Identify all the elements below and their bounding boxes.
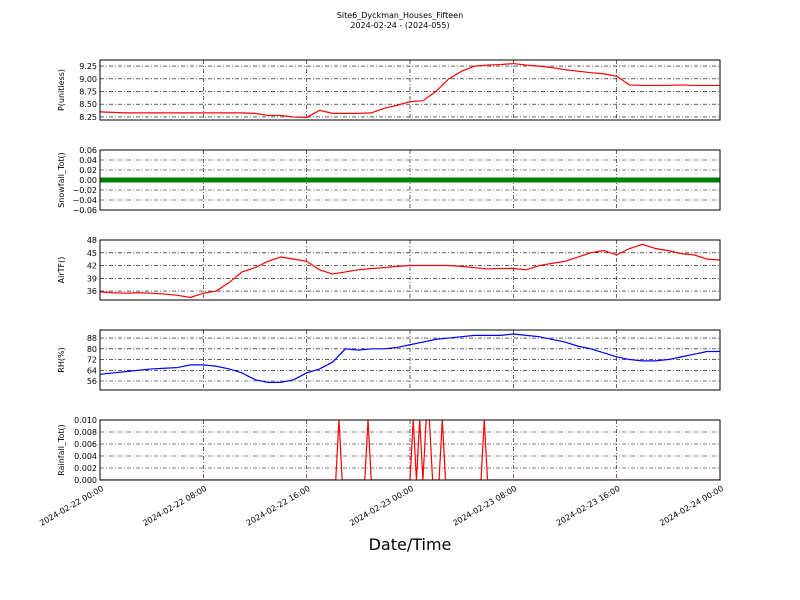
plot-frame [99, 329, 721, 391]
y-tick-label: 0.000 [74, 476, 97, 485]
x-axis-label: Date/Time [369, 535, 452, 554]
y-tick-label: 8.75 [79, 88, 97, 97]
y-axis-label: AirTF() [57, 257, 66, 284]
data-line [100, 420, 720, 480]
x-tick-label: 2024-02-22 08:00 [141, 484, 208, 528]
x-tick-label: 2024-02-23 00:00 [348, 484, 415, 528]
y-tick-label: 39 [87, 274, 97, 283]
chart-title: Site6_Dyckman_Houses_Fifteen [337, 11, 463, 20]
y-tick-label: 88 [87, 334, 97, 343]
y-tick-label: 0.004 [74, 452, 97, 461]
x-tick-label: 2024-02-24 00:00 [658, 484, 725, 528]
y-tick-label: 48 [87, 236, 97, 245]
y-tick-label: 0.02 [79, 166, 97, 175]
y-axis-label: Rainfall_Tot() [57, 424, 66, 476]
data-line [100, 333, 720, 383]
y-tick-label: −0.06 [72, 206, 97, 215]
y-tick-label: 0.04 [79, 156, 97, 165]
x-tick-label: 2024-02-23 08:00 [451, 484, 518, 528]
plot-frame [99, 59, 721, 121]
y-tick-label: 0.010 [74, 416, 97, 425]
y-tick-label: 0.006 [74, 440, 97, 449]
plot-frame [99, 149, 721, 211]
data-line [100, 62, 720, 119]
y-tick-label: 64 [87, 366, 97, 375]
y-tick-label: 8.25 [79, 113, 97, 122]
y-axis-label: RH(%) [57, 347, 66, 372]
y-tick-label: 42 [87, 262, 97, 271]
x-tick-label: 2024-02-22 16:00 [245, 484, 312, 528]
y-tick-label: 0.00 [79, 176, 97, 185]
x-tick-label: 2024-02-22 00:00 [38, 484, 105, 528]
y-tick-label: 36 [87, 287, 97, 296]
plot-frame [99, 419, 721, 481]
y-tick-label: 8.50 [79, 100, 97, 109]
data-line [100, 243, 720, 299]
y-tick-label: 9.00 [79, 75, 97, 84]
y-tick-label: 72 [87, 356, 97, 365]
y-tick-label: 56 [87, 377, 97, 386]
y-tick-label: 0.008 [74, 428, 97, 437]
chart-subtitle: 2024-02-24 - (2024-055) [350, 21, 449, 30]
y-tick-label: 9.25 [79, 62, 97, 71]
y-tick-label: 80 [87, 345, 97, 354]
x-tick-label: 2024-02-23 16:00 [555, 484, 622, 528]
y-tick-label: 0.002 [74, 464, 97, 473]
y-tick-label: −0.02 [72, 186, 97, 195]
y-tick-label: 0.06 [79, 146, 97, 155]
y-tick-label: 45 [87, 249, 97, 258]
y-axis-label: Snowfall_Tot() [57, 152, 66, 208]
y-tick-label: −0.04 [72, 196, 97, 205]
y-axis-label: P(unitless) [57, 69, 66, 111]
plot-frame [99, 239, 721, 301]
